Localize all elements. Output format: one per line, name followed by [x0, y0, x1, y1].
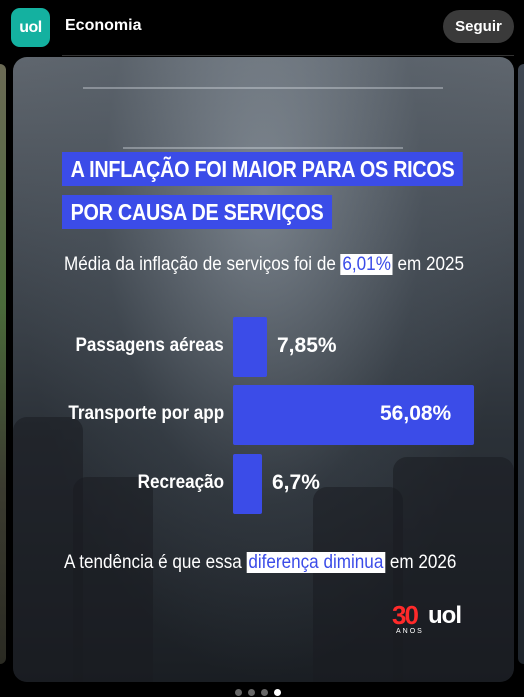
account-name[interactable]: Economia [65, 17, 142, 34]
footnote-text-end: em 2026 [385, 552, 457, 573]
cabin-seat [13, 417, 83, 682]
cabin-seat [393, 457, 514, 682]
cabin-seat [73, 477, 153, 682]
cabin-light-strip [123, 147, 403, 149]
uol-30-anos-logo: 30 uol ANOS [392, 600, 482, 640]
logo-brand: uol [428, 602, 462, 629]
account-avatar[interactable]: uol [11, 8, 50, 47]
carousel-dot[interactable] [274, 689, 281, 696]
bar-category-label: Transporte por app [68, 403, 224, 424]
next-slide-peek[interactable] [518, 64, 524, 664]
header-divider [62, 55, 514, 56]
bar-category-label: Passagens aéreas [75, 335, 224, 356]
bar-category-label: Recreação [137, 472, 224, 493]
carousel-dot[interactable] [235, 689, 242, 696]
bar-value-label: 7,85% [277, 334, 337, 357]
carousel-indicator [235, 689, 281, 697]
logo-sub: ANOS [396, 628, 424, 635]
bar-value-label: 56,08% [380, 402, 452, 425]
footnote-highlight: diferença diminua [246, 552, 386, 573]
bar-value-label: 6,7% [272, 471, 320, 494]
carousel-dot[interactable] [248, 689, 255, 696]
headline-line-2: POR CAUSA DE SERVIÇOS [62, 195, 333, 229]
subtitle-text: Média da inflação de serviços foi de [64, 254, 341, 275]
footnote-text: A tendência é que essa [64, 552, 247, 573]
subtitle: Média da inflação de serviços foi de 6,0… [64, 254, 464, 276]
previous-slide-peek[interactable] [0, 64, 6, 664]
carousel-dot[interactable] [261, 689, 268, 696]
bar [233, 317, 267, 377]
headline-line-1: A INFLAÇÃO FOI MAIOR PARA OS RICOS [62, 152, 464, 186]
logo-number: 30 [392, 600, 419, 630]
subtitle-highlight: 6,01% [340, 254, 393, 275]
bar [233, 454, 262, 514]
cabin-light-strip [83, 87, 443, 89]
post-header: uol Economia Seguir [0, 0, 524, 56]
footnote: A tendência é que essa diferença diminua… [64, 552, 456, 574]
bar [233, 385, 474, 445]
subtitle-text-end: em 2025 [392, 254, 465, 275]
follow-button[interactable]: Seguir [443, 10, 514, 43]
cabin-seat [313, 487, 403, 682]
